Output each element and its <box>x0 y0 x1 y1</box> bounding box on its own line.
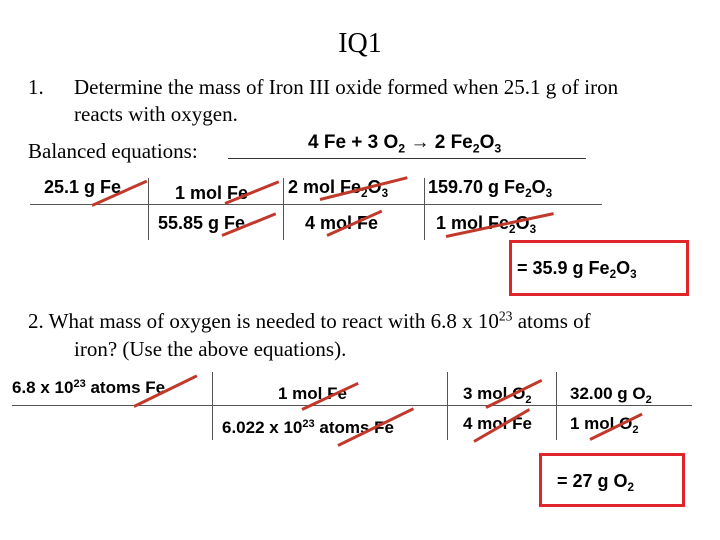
q1-number: 1. <box>28 75 44 99</box>
q1-answer-box <box>509 240 689 296</box>
q2-text-line1: 2. What mass of oxygen is needed to reac… <box>28 308 591 333</box>
q1-divider-2 <box>283 178 284 240</box>
balanced-equation: 4 Fe + 3 O2 → 2 Fe2O3 <box>308 132 502 156</box>
q2-numerator-2: 3 mol O2 <box>463 384 532 406</box>
page-title: IQ1 <box>338 28 382 59</box>
q2-denominator-1: 6.022 x 1023 atoms Fe <box>222 417 395 437</box>
balanced-equations-label: Balanced equations: <box>28 139 198 163</box>
q1-divider-1 <box>148 178 149 240</box>
q2-given: 6.8 x 1023 atoms Fe <box>12 377 166 397</box>
q2-text-line2: iron? (Use the above equations). <box>74 337 347 361</box>
q2-divider-1 <box>212 372 213 440</box>
q2-answer: = 27 g O2 <box>557 471 635 495</box>
q1-numerator-3: 159.70 g Fe2O3 <box>428 177 553 201</box>
q2-fraction-bar <box>12 405 692 406</box>
q1-text-line2: reacts with oxygen. <box>74 102 238 126</box>
q2-divider-2 <box>447 372 448 440</box>
q2-denominator-2: 4 mol Fe <box>463 414 532 433</box>
q1-denominator-3: 1 mol Fe2O3 <box>436 213 537 237</box>
q1-text-line1: Determine the mass of Iron III oxide for… <box>74 75 619 99</box>
q2-divider-3 <box>556 372 557 440</box>
q1-answer: = 35.9 g Fe2O3 <box>517 258 637 282</box>
equation-blank-line <box>228 158 586 159</box>
q1-divider-3 <box>424 178 425 240</box>
q2-numerator-3: 32.00 g O2 <box>570 384 652 406</box>
q2-denominator-3: 1 mol O2 <box>570 414 639 436</box>
q2-answer-box <box>539 453 685 507</box>
q1-given: 25.1 g Fe <box>44 177 122 197</box>
q1-numerator-1: 1 mol Fe <box>175 183 249 203</box>
q1-fraction-bar <box>30 204 602 205</box>
q1-denominator-1: 55.85 g Fe <box>158 213 246 233</box>
q2-numerator-1: 1 mol Fe <box>278 384 347 403</box>
